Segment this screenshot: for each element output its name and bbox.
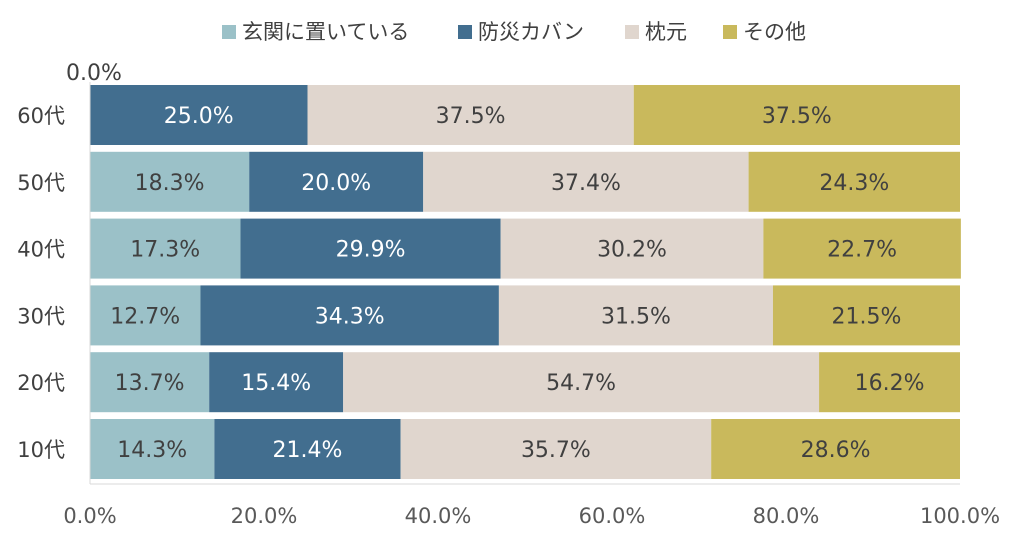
legend-swatch-1 xyxy=(458,25,472,39)
data-label-5-2: 35.7% xyxy=(521,438,591,463)
axes: 60代 50代 40代 30代 20代 10代 0.0% 20.0% 40.0% 60.0% 80.… xyxy=(17,82,1000,528)
data-label-1-1: 20.0% xyxy=(301,171,371,196)
bar-3-1 xyxy=(200,285,499,346)
bar-0-2 xyxy=(307,85,634,145)
bar-0-3 xyxy=(633,85,960,145)
legend-swatch-3 xyxy=(723,25,737,39)
bar-4-2 xyxy=(343,352,820,413)
category-label-5: 10代 xyxy=(17,438,65,462)
category-label-0: 60代 xyxy=(17,104,65,128)
legend-label-0: 玄関に置いている xyxy=(242,20,409,44)
data-label-5-0: 14.3% xyxy=(117,438,187,463)
bar-5-2 xyxy=(400,419,712,479)
bar-1-3 xyxy=(748,151,960,212)
legend-label-1: 防災カバン xyxy=(478,20,584,44)
bar-3-0 xyxy=(90,285,201,346)
x-tick-label-3: 60.0% xyxy=(579,504,646,528)
data-label-4-3: 16.2% xyxy=(855,371,925,396)
data-label-0-0: 0.0% xyxy=(66,61,122,86)
bar-2-2 xyxy=(500,218,764,279)
data-label-0-1: 25.0% xyxy=(164,104,234,129)
bar-5-1 xyxy=(214,419,401,479)
bar-3-2 xyxy=(498,285,773,346)
x-tick-label-4: 80.0% xyxy=(753,504,820,528)
legend: 玄関に置いている 防災カバン 枕元 その他 xyxy=(222,20,806,44)
bar-1-2 xyxy=(423,151,749,212)
data-label-1-3: 24.3% xyxy=(819,171,889,196)
data-label-2-1: 29.9% xyxy=(336,238,406,263)
data-label-0-3: 37.5% xyxy=(762,104,832,129)
category-label-4: 20代 xyxy=(17,371,65,395)
bar-1-1 xyxy=(249,151,424,212)
data-label-4-2: 54.7% xyxy=(546,371,616,396)
category-label-1: 50代 xyxy=(17,171,65,195)
data-label-0-2: 37.5% xyxy=(436,104,506,129)
bar-4-3 xyxy=(819,352,960,413)
bar-5-3 xyxy=(711,419,960,479)
x-tick-label-2: 40.0% xyxy=(405,504,472,528)
data-label-5-3: 28.6% xyxy=(801,438,871,463)
category-label-2: 40代 xyxy=(17,238,65,262)
plot-area: 0.0% 25.0% 37.5% 37.5% 18.3% 20.0% 37.4% 24.3% 1… xyxy=(66,61,961,479)
category-label-3: 30代 xyxy=(17,304,65,328)
data-label-2-2: 30.2% xyxy=(597,238,667,263)
bar-0-1 xyxy=(90,85,308,145)
data-label-3-1: 34.3% xyxy=(315,304,385,329)
data-label-4-0: 13.7% xyxy=(115,371,185,396)
bar-2-3 xyxy=(763,218,961,279)
data-label-2-0: 17.3% xyxy=(130,238,200,263)
bar-2-0 xyxy=(90,218,241,279)
legend-swatch-0 xyxy=(222,25,236,39)
legend-label-3: その他 xyxy=(743,20,806,44)
bar-2-1 xyxy=(240,218,501,279)
data-label-4-1: 15.4% xyxy=(241,371,311,396)
bar-4-1 xyxy=(209,352,344,413)
data-label-1-2: 37.4% xyxy=(551,171,621,196)
data-label-3-2: 31.5% xyxy=(601,304,671,329)
legend-label-2: 枕元 xyxy=(645,20,687,44)
data-label-3-0: 12.7% xyxy=(110,304,180,329)
bar-1-0 xyxy=(90,151,250,212)
bar-5-0 xyxy=(90,419,215,479)
x-tick-label-0: 0.0% xyxy=(63,504,116,528)
data-label-5-1: 21.4% xyxy=(273,438,343,463)
bar-3-3 xyxy=(772,285,960,346)
legend-swatch-2 xyxy=(625,25,639,39)
x-tick-label-5: 100.0% xyxy=(920,504,1000,528)
bar-4-0 xyxy=(90,352,210,413)
data-label-2-3: 22.7% xyxy=(827,238,897,263)
data-label-1-0: 18.3% xyxy=(135,171,205,196)
data-label-3-3: 21.5% xyxy=(832,304,902,329)
x-tick-label-1: 20.0% xyxy=(231,504,298,528)
